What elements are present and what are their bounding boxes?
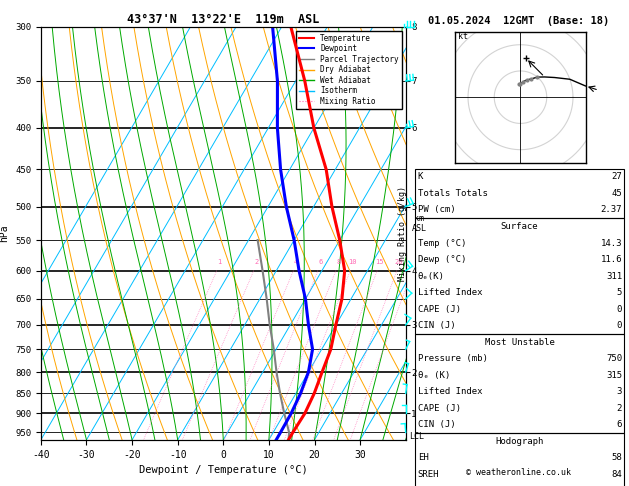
X-axis label: Dewpoint / Temperature (°C): Dewpoint / Temperature (°C) (139, 465, 308, 475)
Text: 20: 20 (395, 259, 403, 265)
Text: kt: kt (457, 33, 467, 41)
Text: CAPE (J): CAPE (J) (418, 404, 460, 413)
Text: 45: 45 (611, 189, 622, 198)
Text: 3: 3 (616, 387, 622, 396)
Text: 5: 5 (616, 288, 622, 297)
Text: 6: 6 (616, 420, 622, 429)
Legend: Temperature, Dewpoint, Parcel Trajectory, Dry Adiabat, Wet Adiabat, Isotherm, Mi: Temperature, Dewpoint, Parcel Trajectory… (296, 31, 402, 109)
Text: LCL: LCL (409, 432, 425, 441)
Text: K: K (418, 173, 423, 181)
Text: 2: 2 (254, 259, 259, 265)
Text: CAPE (J): CAPE (J) (418, 305, 460, 313)
Text: 11.6: 11.6 (601, 255, 622, 264)
Text: 15: 15 (375, 259, 384, 265)
Y-axis label: hPa: hPa (0, 225, 9, 242)
Text: θₑ (K): θₑ (K) (418, 371, 450, 380)
Text: © weatheronline.co.uk: © weatheronline.co.uk (467, 468, 571, 477)
Text: CIN (J): CIN (J) (418, 321, 455, 330)
Text: 315: 315 (606, 371, 622, 380)
Text: Surface: Surface (501, 222, 538, 231)
Text: PW (cm): PW (cm) (418, 206, 455, 214)
Text: Mixing Ratio (g/kg): Mixing Ratio (g/kg) (398, 186, 407, 281)
Text: 84: 84 (611, 470, 622, 479)
Text: Pressure (mb): Pressure (mb) (418, 354, 487, 363)
Text: θₑ(K): θₑ(K) (418, 272, 445, 280)
Y-axis label: km
ASL: km ASL (412, 214, 427, 233)
Text: Lifted Index: Lifted Index (418, 288, 482, 297)
Text: 311: 311 (606, 272, 622, 280)
Text: CIN (J): CIN (J) (418, 420, 455, 429)
Text: Dewp (°C): Dewp (°C) (418, 255, 466, 264)
Text: 0: 0 (616, 305, 622, 313)
Text: Totals Totals: Totals Totals (418, 189, 487, 198)
Text: 10: 10 (348, 259, 357, 265)
Text: 1: 1 (217, 259, 221, 265)
Text: SREH: SREH (418, 470, 439, 479)
Text: 2.37: 2.37 (601, 206, 622, 214)
Text: 8: 8 (336, 259, 340, 265)
Text: Lifted Index: Lifted Index (418, 387, 482, 396)
Text: Most Unstable: Most Unstable (484, 338, 555, 347)
Text: 27: 27 (611, 173, 622, 181)
Text: 2: 2 (616, 404, 622, 413)
Text: 0: 0 (616, 321, 622, 330)
Text: 750: 750 (606, 354, 622, 363)
Text: 58: 58 (611, 453, 622, 462)
Text: 6: 6 (318, 259, 323, 265)
Text: 14.3: 14.3 (601, 239, 622, 247)
Text: Hodograph: Hodograph (496, 437, 543, 446)
Text: EH: EH (418, 453, 428, 462)
Text: 01.05.2024  12GMT  (Base: 18): 01.05.2024 12GMT (Base: 18) (428, 16, 610, 26)
Text: Temp (°C): Temp (°C) (418, 239, 466, 247)
Text: 4: 4 (294, 259, 298, 265)
Title: 43°37'N  13°22'E  119m  ASL: 43°37'N 13°22'E 119m ASL (127, 13, 320, 26)
